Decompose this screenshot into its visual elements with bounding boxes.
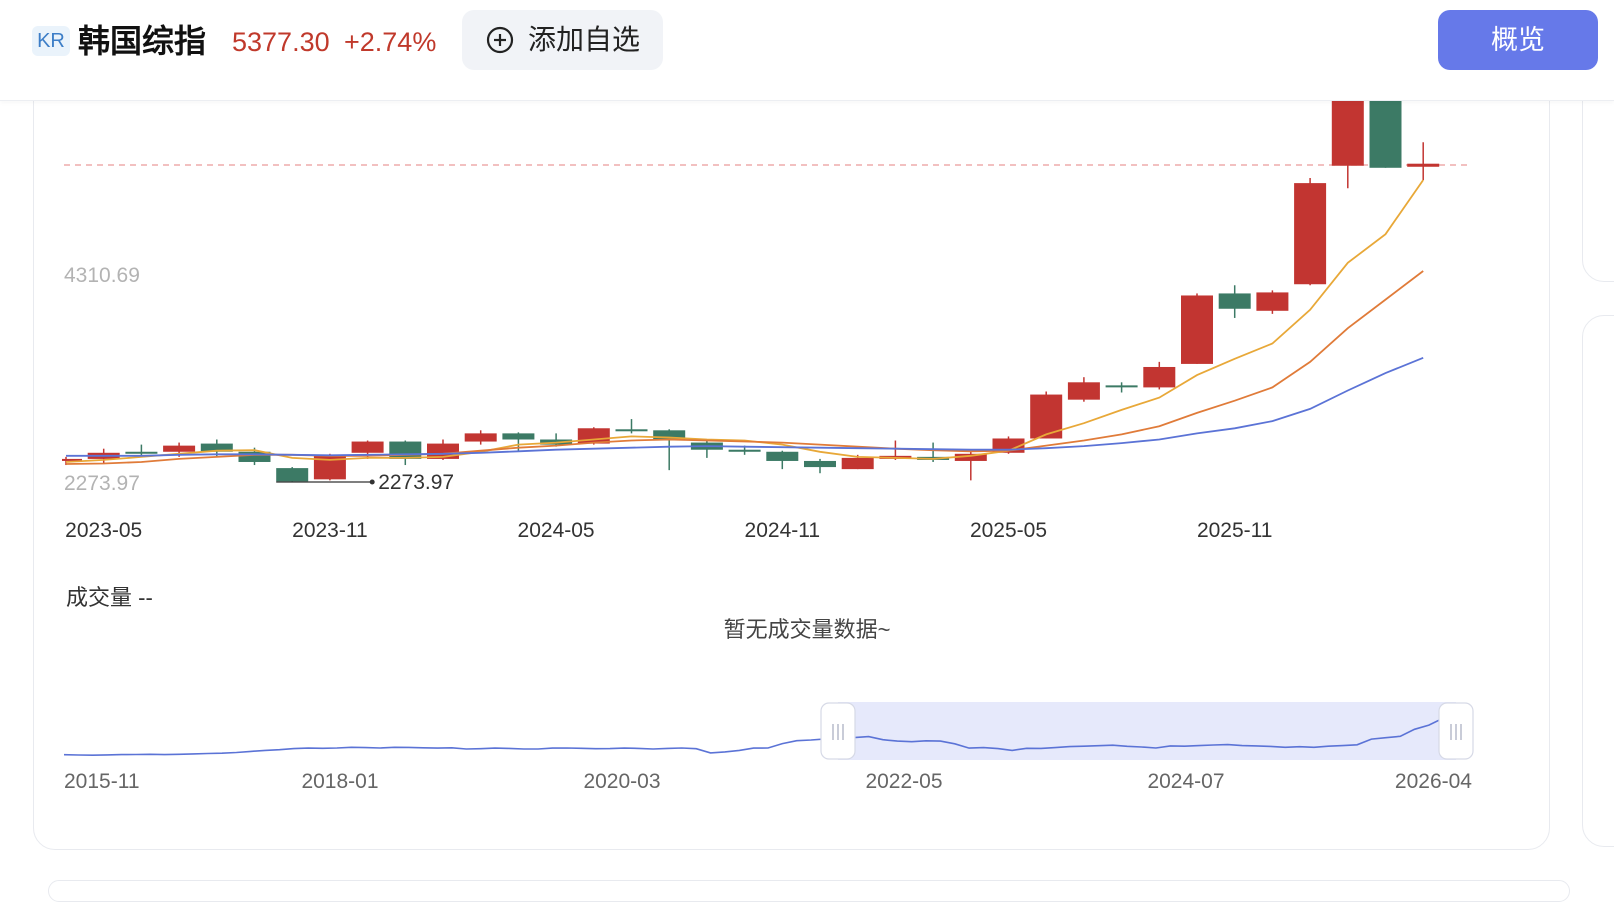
candle-body: [653, 430, 686, 441]
grip-handle-icon: [832, 724, 844, 740]
x-axis-tick-label: 2023-11: [292, 519, 368, 542]
candle-body: [1067, 382, 1100, 400]
y-axis-label: 2273.97: [64, 472, 140, 495]
candle-body: [1181, 295, 1213, 364]
candle-body: [954, 453, 987, 461]
candle-body: [464, 433, 497, 442]
y-axis-label: 4310.69: [64, 264, 140, 287]
price-change-percent: +2.74%: [344, 27, 437, 57]
plus-circle-icon: [486, 26, 514, 54]
overview-button[interactable]: 概览: [1438, 10, 1598, 70]
no-volume-data-message: 暂无成交量数据~: [723, 617, 891, 642]
candle-body: [238, 451, 271, 462]
x-axis-tick-label: 2025-11: [1197, 519, 1273, 542]
side-panel-card-lower: [1582, 315, 1614, 847]
candle-body: [1407, 163, 1440, 167]
price-axis: 4310.69 2273.97 2273.97: [64, 264, 454, 495]
moving-average-lines: [65, 179, 1424, 465]
x-axis-tick-label: 2024-11: [745, 519, 821, 542]
candle-body: [1105, 385, 1138, 388]
range-end-handle[interactable]: [1438, 702, 1474, 760]
index-title: 韩国综指: [78, 23, 207, 59]
current-price: 5377.30: [232, 27, 330, 57]
add-to-watchlist-label: 添加自选: [528, 24, 641, 55]
grip-handle-icon: [1450, 724, 1462, 740]
x-axis-tick-label: 2023-05: [65, 519, 142, 542]
candle-body: [804, 460, 836, 468]
candlestick-series: [62, 100, 1440, 482]
candle-body: [163, 445, 196, 452]
market-badge: KR: [32, 26, 70, 56]
x-axis-tick-label: 2024-05: [518, 519, 595, 542]
time-axis: 2023-05 2023-11 2024-05 2024-11 2025-05 2025-…: [65, 519, 1272, 542]
candle-body: [1143, 366, 1176, 388]
overview-line: [63, 705, 1473, 757]
header-bar: KR 韩国综指 5377.30 +2.74% 添加自选 概览: [0, 0, 1614, 101]
candle-body: [313, 455, 346, 480]
candle-body: [125, 451, 158, 454]
x-axis-tick-label: 2025-05: [970, 519, 1047, 542]
range-overview[interactable]: 2015-11 2018-01 2020-03 2022-05 2024-07 2026-…: [63, 702, 1474, 793]
candle-body: [1331, 100, 1364, 166]
candle-body: [766, 451, 799, 461]
candle-body: [615, 429, 648, 432]
volume-label: 成交量 --: [66, 585, 153, 610]
overview-x-tick-label: 2026-04: [1395, 770, 1472, 793]
min-marker-label: 2273.97: [378, 471, 454, 494]
range-start-handle[interactable]: [820, 702, 856, 760]
overview-x-tick-label: 2015-11: [64, 770, 140, 793]
candle-body: [1294, 183, 1327, 285]
candle-body: [351, 441, 384, 453]
candle-body: [200, 443, 233, 452]
candle-body: [1218, 293, 1251, 309]
overview-x-tick-label: 2024-07: [1147, 770, 1224, 793]
candle-body: [1256, 292, 1289, 311]
ma5-line: [65, 179, 1424, 463]
candle-body: [389, 441, 422, 459]
overview-x-tick-label: 2020-03: [583, 770, 660, 793]
ma20-line: [66, 356, 1424, 457]
min-marker-dot: [369, 479, 375, 485]
selected-range-area: [838, 702, 1456, 760]
candle-body: [276, 468, 309, 482]
overview-x-tick-label: 2022-05: [865, 770, 942, 793]
candle-body: [62, 458, 82, 461]
add-to-watchlist-button[interactable]: 添加自选: [462, 10, 663, 70]
candle-body: [728, 449, 761, 452]
candle-body: [841, 457, 874, 470]
overview-x-tick-label: 2018-01: [301, 770, 378, 793]
candle-body: [502, 433, 535, 440]
candle-body: [1369, 100, 1402, 168]
